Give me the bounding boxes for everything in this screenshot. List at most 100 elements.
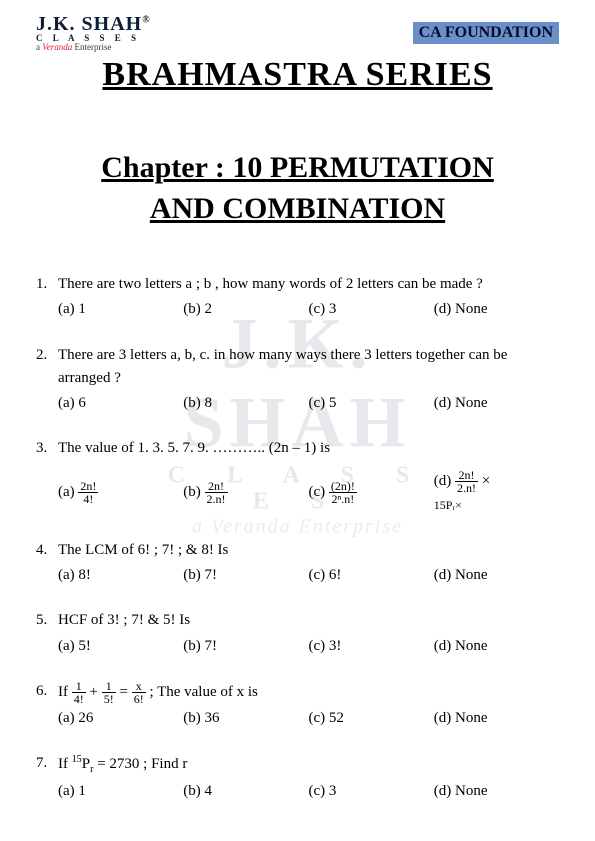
q-plus: + <box>90 684 102 700</box>
question-6: 6. If 14! + 15! = x6! ; The value of x i… <box>36 680 559 730</box>
opt-extra2: 15Pᵣ× <box>434 498 462 512</box>
option-a: (a) 5! <box>58 635 183 658</box>
question-body: The LCM of 6! ; 7! ; & 8! Is (a) 8! (b) … <box>58 539 559 588</box>
series-title: BRAHMASTRA SERIES <box>36 56 559 94</box>
q-base: P <box>82 756 90 772</box>
opt-label: (d) <box>434 472 452 488</box>
frac-num: 1 <box>72 680 86 693</box>
option-a: (a) 6 <box>58 392 183 415</box>
option-c: (c) 3 <box>309 780 434 803</box>
chapter-title-line1: Chapter : 10 PERMUTATION <box>101 151 494 184</box>
q-prefix: If <box>58 756 72 772</box>
question-body: HCF of 3! ; 7! & 5! Is (a) 5! (b) 7! (c)… <box>58 609 559 658</box>
logo-main-text: J.K. SHAH <box>36 13 142 35</box>
option-c: (c) 3 <box>309 298 434 321</box>
question-body: The value of 1. 3. 5. 7. 9. ……….. (2n – … <box>58 437 559 517</box>
option-b: (b) 2n!2.n! <box>183 480 308 505</box>
opt-label: (a) <box>58 484 75 500</box>
option-d: (d) None <box>434 780 559 803</box>
options: (a) 8! (b) 7! (c) 6! (d) None <box>58 564 559 587</box>
options: (a) 6 (b) 8 (c) 5 (d) None <box>58 392 559 415</box>
options: (a) 1 (b) 2 (c) 3 (d) None <box>58 298 559 321</box>
option-d: (d) None <box>434 635 559 658</box>
option-b: (b) 8 <box>183 392 308 415</box>
frac-den: 5! <box>102 693 116 705</box>
q-sup: 15 <box>72 754 82 765</box>
logo-tag: a Veranda Enterprise <box>36 43 151 52</box>
option-b: (b) 36 <box>183 707 308 730</box>
option-b: (b) 7! <box>183 564 308 587</box>
option-d: (d) None <box>434 392 559 415</box>
option-c: (c) 52 <box>309 707 434 730</box>
question-body: If 15Pr = 2730 ; Find r (a) 1 (b) 4 (c) … <box>58 752 559 803</box>
question-body: There are 3 letters a, b, c. in how many… <box>58 344 559 416</box>
option-b: (b) 7! <box>183 635 308 658</box>
option-c: (c) 3! <box>309 635 434 658</box>
chapter-title: Chapter : 10 PERMUTATION AND COMBINATION <box>36 148 559 229</box>
option-c: (c) 5 <box>309 392 434 415</box>
question-number: 5. <box>36 609 58 658</box>
ca-foundation-badge: CA FOUNDATION <box>413 22 559 44</box>
opt-label: (c) <box>309 484 326 500</box>
question-text: If 14! + 15! = x6! ; The value of x is <box>58 680 559 705</box>
page-content: J.K. SHAH® C L A S S E S a Veranda Enter… <box>0 0 595 803</box>
questions-list: 1. There are two letters a ; b , how man… <box>36 273 559 803</box>
fraction: 15! <box>102 680 116 705</box>
question-number: 6. <box>36 680 58 730</box>
question-5: 5. HCF of 3! ; 7! & 5! Is (a) 5! (b) 7! … <box>36 609 559 658</box>
frac-num: 2n! <box>455 469 478 482</box>
frac-num: x <box>132 680 146 693</box>
opt-extra: × <box>482 472 490 488</box>
fraction: (2n)!2ⁿ.n! <box>329 480 357 505</box>
question-body: There are two letters a ; b , how many w… <box>58 273 559 322</box>
frac-den: 6! <box>132 693 146 705</box>
question-text: There are 3 letters a, b, c. in how many… <box>58 344 559 391</box>
question-3: 3. The value of 1. 3. 5. 7. 9. ……….. (2n… <box>36 437 559 517</box>
question-number: 2. <box>36 344 58 416</box>
logo-main: J.K. SHAH® <box>36 14 151 34</box>
option-a: (a) 26 <box>58 707 183 730</box>
option-d: (d) 2n!2.n! × 15Pᵣ× <box>434 469 559 517</box>
question-1: 1. There are two letters a ; b , how man… <box>36 273 559 322</box>
q-eq: = <box>119 684 131 700</box>
logo: J.K. SHAH® C L A S S E S a Veranda Enter… <box>36 14 151 52</box>
q-prefix: If <box>58 684 72 700</box>
opt-label: (b) <box>183 484 201 500</box>
options: (a) 2n!4! (b) 2n!2.n! (c) (2n)!2ⁿ.n! (d)… <box>58 469 559 517</box>
logo-tag-v: Veranda <box>42 42 72 52</box>
frac-den: 2.n! <box>455 482 478 494</box>
chapter-title-line2: AND COMBINATION <box>150 192 445 225</box>
option-a: (a) 1 <box>58 298 183 321</box>
frac-den: 2.n! <box>205 493 228 505</box>
options: (a) 26 (b) 36 (c) 52 (d) None <box>58 707 559 730</box>
logo-reg: ® <box>142 14 150 25</box>
question-body: If 14! + 15! = x6! ; The value of x is (… <box>58 680 559 730</box>
fraction: 2n!2.n! <box>205 480 228 505</box>
option-a: (a) 8! <box>58 564 183 587</box>
question-2: 2. There are 3 letters a, b, c. in how m… <box>36 344 559 416</box>
q-suffix: = 2730 ; Find r <box>93 756 187 772</box>
option-b: (b) 2 <box>183 298 308 321</box>
fraction: 2n!2.n! <box>455 469 478 494</box>
question-text: The LCM of 6! ; 7! ; & 8! Is <box>58 539 559 562</box>
question-text: If 15Pr = 2730 ; Find r <box>58 752 559 778</box>
option-d: (d) None <box>434 298 559 321</box>
frac-den: 2ⁿ.n! <box>329 493 357 505</box>
options: (a) 5! (b) 7! (c) 3! (d) None <box>58 635 559 658</box>
fraction: 2n!4! <box>78 480 98 505</box>
options: (a) 1 (b) 4 (c) 3 (d) None <box>58 780 559 803</box>
question-text: The value of 1. 3. 5. 7. 9. ……….. (2n – … <box>58 437 559 460</box>
frac-den: 4! <box>78 493 98 505</box>
option-d: (d) None <box>434 707 559 730</box>
question-4: 4. The LCM of 6! ; 7! ; & 8! Is (a) 8! (… <box>36 539 559 588</box>
question-number: 1. <box>36 273 58 322</box>
option-d: (d) None <box>434 564 559 587</box>
question-text: HCF of 3! ; 7! & 5! Is <box>58 609 559 632</box>
logo-tag-e: Enterprise <box>72 42 111 52</box>
question-text: There are two letters a ; b , how many w… <box>58 273 559 296</box>
option-c: (c) (2n)!2ⁿ.n! <box>309 480 434 505</box>
question-7: 7. If 15Pr = 2730 ; Find r (a) 1 (b) 4 (… <box>36 752 559 803</box>
header: J.K. SHAH® C L A S S E S a Veranda Enter… <box>36 14 559 52</box>
question-number: 4. <box>36 539 58 588</box>
frac-den: 4! <box>72 693 86 705</box>
